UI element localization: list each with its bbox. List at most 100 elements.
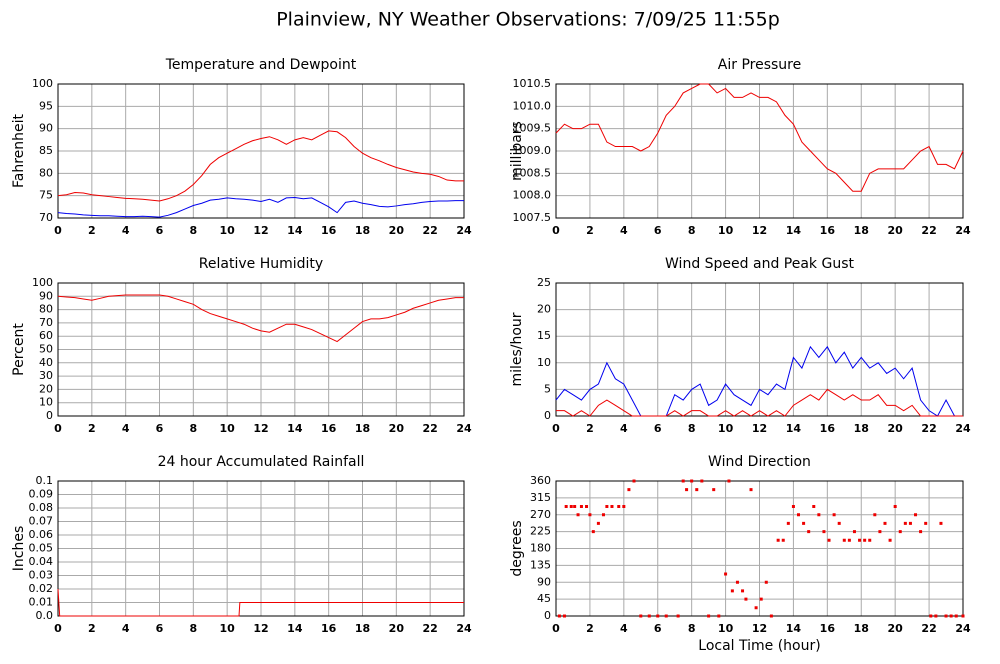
data-point: [557, 614, 561, 618]
data-point: [647, 614, 651, 618]
data-point: [596, 521, 600, 525]
data-point: [822, 530, 826, 534]
y-tick-label: 315: [530, 491, 551, 504]
x-tick-label: 4: [122, 622, 130, 635]
x-tick-label: 6: [654, 422, 662, 435]
y-tick-label: 40: [39, 356, 53, 369]
x-tick-label: 16: [820, 422, 836, 435]
y-axis-label: Percent: [11, 323, 27, 376]
data-point: [605, 505, 609, 508]
data-point: [601, 513, 605, 517]
plot-frame: [555, 480, 964, 617]
x-tick-label: 2: [586, 622, 594, 635]
data-point: [744, 597, 748, 601]
data-line: [57, 294, 464, 343]
x-tick-label: 2: [586, 422, 594, 435]
data-line: [57, 196, 464, 218]
x-tick-label: 22: [921, 422, 936, 435]
y-tick-label: 0.1: [36, 474, 54, 487]
x-tick-label: 14: [786, 224, 802, 237]
x-tick-label: 10: [220, 224, 236, 237]
y-tick-label: 1010.5: [513, 77, 552, 90]
x-tick-label: 22: [423, 422, 438, 435]
data-point: [764, 580, 768, 584]
x-tick-label: 12: [752, 622, 767, 635]
x-tick-label: 12: [752, 422, 767, 435]
x-tick-label: 18: [854, 422, 869, 435]
data-point: [888, 538, 892, 542]
data-point: [791, 505, 795, 508]
x-tick-label: 18: [854, 622, 869, 635]
data-point: [827, 538, 831, 542]
x-tick-label: 12: [253, 422, 268, 435]
y-tick-label: 1008.0: [513, 189, 552, 202]
y-tick-label: 75: [39, 189, 53, 202]
y-axis-label: Fahrenheit: [11, 113, 27, 188]
y-tick-label: 0.0: [36, 609, 54, 622]
y-tick-label: 30: [39, 369, 53, 382]
data-point: [802, 521, 806, 525]
x-tick-label: 6: [156, 422, 164, 435]
data-point: [842, 538, 846, 542]
data-point: [700, 479, 704, 483]
data-point: [944, 614, 948, 618]
data-point: [610, 505, 614, 508]
chart-panel: 24 hour Accumulated RainfallInches0.00.0…: [11, 454, 472, 635]
y-tick-label: 0.06: [29, 528, 54, 541]
y-tick-label: 20: [39, 382, 53, 395]
x-tick-label: 20: [389, 224, 405, 237]
data-point: [883, 521, 887, 525]
x-tick-label: 10: [220, 622, 236, 635]
y-tick-label: 270: [530, 508, 551, 521]
x-tick-label: 6: [156, 224, 164, 237]
data-point: [769, 614, 773, 618]
data-point: [754, 606, 758, 610]
x-axis-label: Local Time (hour): [698, 638, 820, 654]
x-tick-label: 10: [718, 224, 734, 237]
data-point: [591, 530, 595, 534]
x-tick-label: 4: [122, 224, 130, 237]
data-point: [741, 589, 745, 593]
data-point: [622, 505, 626, 508]
x-tick-label: 12: [253, 622, 268, 635]
x-tick-label: 22: [921, 622, 936, 635]
x-tick-label: 2: [586, 224, 594, 237]
data-point: [852, 530, 856, 534]
x-tick-label: 8: [688, 422, 696, 435]
x-tick-label: 8: [190, 224, 198, 237]
y-tick-label: 0.09: [29, 488, 54, 501]
x-tick-label: 8: [688, 224, 696, 237]
y-tick-label: 0.02: [29, 582, 54, 595]
data-point: [807, 530, 811, 534]
x-tick-label: 24: [456, 224, 472, 237]
y-axis-label: Inches: [11, 526, 27, 571]
x-tick-label: 14: [287, 224, 303, 237]
data-point: [707, 614, 711, 618]
x-tick-label: 22: [921, 224, 936, 237]
y-tick-label: 1007.5: [513, 211, 552, 224]
y-tick-label: 80: [39, 303, 53, 316]
x-tick-label: 14: [287, 422, 303, 435]
data-point: [919, 530, 923, 534]
data-point: [749, 488, 753, 492]
data-point: [676, 614, 680, 618]
x-tick-label: 10: [220, 422, 236, 435]
x-tick-label: 0: [54, 422, 62, 435]
y-tick-label: 85: [39, 144, 53, 157]
y-tick-label: 5: [544, 382, 551, 395]
data-point: [627, 488, 631, 492]
data-point: [949, 614, 953, 618]
x-tick-label: 10: [718, 422, 734, 435]
data-point: [727, 479, 731, 483]
x-tick-label: 0: [552, 422, 560, 435]
y-tick-label: 25: [537, 276, 551, 289]
chart-title: Temperature and Dewpoint: [165, 57, 357, 73]
y-tick-label: 10: [537, 356, 551, 369]
data-point: [576, 513, 580, 517]
data-point: [573, 505, 577, 508]
data-point: [735, 580, 739, 584]
data-point: [730, 589, 734, 593]
x-tick-label: 8: [190, 422, 198, 435]
y-tick-label: 80: [39, 166, 53, 179]
